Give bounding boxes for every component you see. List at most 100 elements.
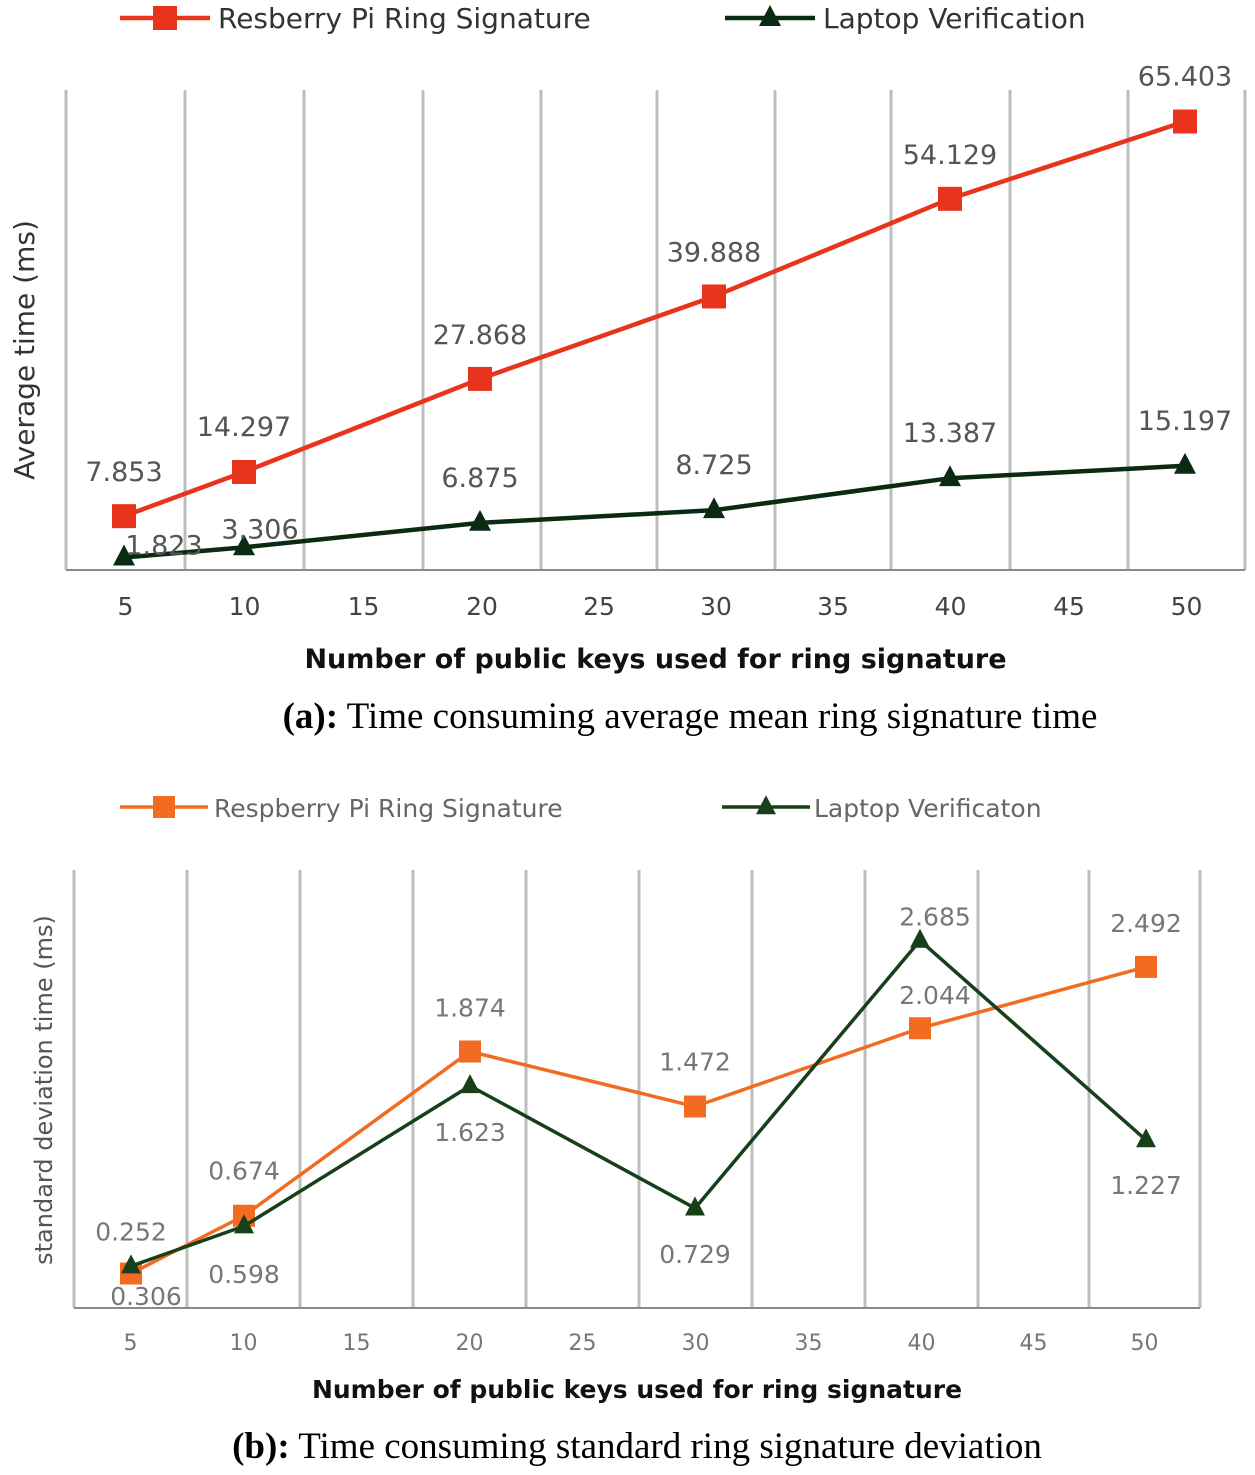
data-point — [112, 504, 136, 529]
x-axis-title: Number of public keys used for ring sign… — [304, 644, 1006, 675]
data-point — [1135, 955, 1157, 978]
x-tick-label: 30 — [700, 592, 732, 621]
data-point — [469, 509, 491, 531]
x-tick-label: 40 — [935, 592, 967, 621]
data-label: 1.823 — [125, 530, 202, 561]
x-tick-label: 10 — [230, 1331, 258, 1356]
x-tick-label: 5 — [118, 592, 134, 621]
data-point — [939, 465, 961, 487]
x-axis-title: Number of public keys used for ring sign… — [312, 1375, 962, 1404]
data-point — [1136, 1128, 1156, 1148]
data-point — [909, 1017, 931, 1040]
x-tick-label: 10 — [229, 592, 261, 621]
data-label: 0.306 — [110, 1282, 182, 1311]
data-point — [684, 1095, 706, 1118]
data-point — [910, 928, 930, 948]
data-label: 1.472 — [659, 1048, 731, 1077]
gridlines — [64, 90, 1247, 570]
caption-text: Time consuming average mean ring signatu… — [338, 696, 1097, 737]
x-tick-label: 15 — [348, 592, 380, 621]
caption-label: (a): — [283, 696, 338, 737]
figure-caption: (b): Time consuming standard ring signat… — [232, 1426, 1042, 1467]
series-line — [123, 463, 1186, 560]
legend-marker — [153, 6, 177, 30]
legend-label: Laptop Verificaton — [814, 794, 1042, 823]
x-tick-label: 20 — [456, 1331, 484, 1356]
x-tick-label: 5 — [124, 1331, 138, 1356]
data-point — [468, 366, 492, 391]
data-label: 1.227 — [1110, 1171, 1182, 1200]
data-label: 54.129 — [903, 140, 997, 171]
series-raspberry-pi: 7.853 14.297 27.868 39.888 54.129 65.403 — [85, 62, 1232, 529]
data-label: 2.044 — [899, 981, 971, 1010]
data-label: 7.853 — [85, 457, 162, 488]
data-point — [459, 1040, 481, 1063]
x-tick-label: 50 — [1131, 1331, 1159, 1356]
data-point — [938, 186, 962, 211]
data-label: 0.729 — [659, 1240, 731, 1269]
data-label: 0.252 — [95, 1218, 167, 1247]
x-tick-label: 20 — [466, 592, 498, 621]
legend-label: Laptop Verification — [823, 2, 1086, 35]
data-label: 2.492 — [1110, 909, 1182, 938]
data-point — [1173, 109, 1197, 134]
gridlines — [72, 870, 1202, 1308]
x-tick-labels: 5 10 15 20 25 30 35 40 45 50 — [124, 1331, 1159, 1356]
data-label: 8.725 — [675, 450, 752, 481]
series-line — [130, 938, 1148, 1268]
x-tick-label: 50 — [1171, 592, 1203, 621]
data-point — [234, 1214, 254, 1234]
data-label: 14.297 — [197, 412, 291, 443]
legend-label: Respberry Pi Ring Signature — [214, 794, 563, 823]
x-tick-label: 35 — [817, 592, 849, 621]
x-tick-labels: 5 10 15 20 25 30 35 40 45 50 — [118, 592, 1203, 621]
data-label: 2.685 — [899, 902, 971, 931]
data-point — [460, 1074, 480, 1094]
data-point — [703, 497, 725, 519]
data-label: 3.306 — [221, 514, 298, 545]
data-label: 15.197 — [1138, 406, 1232, 437]
data-label: 13.387 — [903, 418, 997, 449]
y-axis-title: Average time (ms) — [8, 220, 41, 480]
series-laptop: 1.823 3.306 6.875 8.725 13.387 15.197 — [113, 406, 1232, 566]
x-tick-label: 15 — [343, 1331, 371, 1356]
series-raspberry-pi: 0.252 0.674 1.874 1.472 2.044 2.492 — [95, 909, 1182, 1285]
chart-b: 5 10 15 20 25 30 35 40 45 50 Number of public keys… — [30, 794, 1202, 1467]
legend-entry: Laptop Verificaton — [722, 794, 1042, 823]
legend-entry: Respberry Pi Ring Signature — [120, 794, 563, 823]
caption-label: (b): — [232, 1426, 290, 1467]
legend-marker — [153, 796, 175, 818]
data-label: 27.868 — [433, 320, 527, 351]
data-label: 39.888 — [667, 237, 761, 268]
data-label: 0.674 — [208, 1157, 280, 1186]
data-point — [232, 459, 256, 484]
data-label: 65.403 — [1138, 62, 1232, 93]
legend-entry: Laptop Verification — [725, 2, 1086, 35]
caption-text: Time consuming standard ring signature d… — [290, 1426, 1042, 1467]
x-tick-label: 45 — [1053, 592, 1085, 621]
data-point — [121, 1254, 141, 1274]
data-point — [113, 544, 135, 566]
x-tick-label: 25 — [583, 592, 615, 621]
data-label: 1.623 — [434, 1118, 506, 1147]
x-tick-label: 45 — [1020, 1331, 1048, 1356]
data-point — [1174, 452, 1196, 474]
data-point — [702, 284, 726, 309]
y-axis-title: standard deviation time (ms) — [30, 915, 58, 1265]
legend-label: Resberry Pi Ring Signature — [218, 2, 591, 35]
chart-a: 5 10 15 20 25 30 35 40 45 50 Number of public keys… — [8, 2, 1247, 737]
figure-caption: (a): Time consuming average mean ring si… — [283, 696, 1098, 737]
legend-marker — [759, 5, 781, 26]
series-laptop: 0.306 0.598 1.623 0.729 2.685 1.227 — [110, 902, 1182, 1311]
legend-marker — [756, 795, 776, 815]
x-tick-label: 25 — [569, 1331, 597, 1356]
data-label: 1.874 — [434, 993, 506, 1022]
data-label: 6.875 — [441, 463, 518, 494]
x-tick-label: 35 — [795, 1331, 823, 1356]
x-tick-label: 30 — [682, 1331, 710, 1356]
legend-entry: Resberry Pi Ring Signature — [120, 2, 591, 35]
data-point — [233, 534, 255, 556]
x-tick-label: 40 — [908, 1331, 936, 1356]
data-point — [685, 1196, 705, 1216]
